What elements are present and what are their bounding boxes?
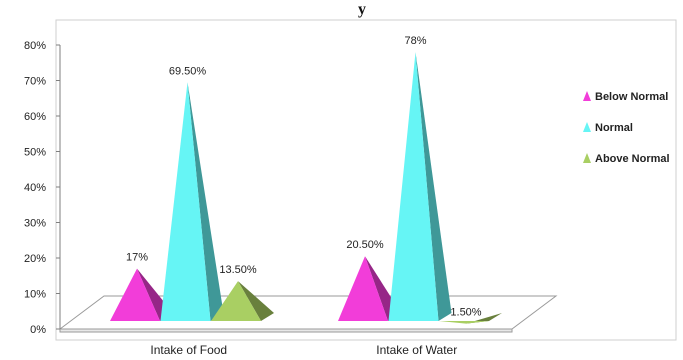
pyramid-front-face — [211, 281, 261, 321]
data-label: 13.50% — [219, 264, 257, 276]
data-marks — [110, 52, 502, 324]
legend-label: Below Normal — [595, 91, 668, 103]
data-labels: 17% 69.50% 13.50% 20.50% 78% 1.50% — [126, 35, 482, 319]
y-tick-label: 80% — [24, 40, 46, 52]
floor-front — [59, 328, 513, 333]
x-axis-categories: Intake of Food Intake of Water — [150, 343, 457, 357]
pyramid-side-face — [238, 281, 274, 321]
y-tick-label: 50% — [24, 147, 46, 159]
legend: Below Normal Normal Above Normal — [583, 91, 670, 165]
y-tick-label: 40% — [24, 182, 46, 194]
data-label: 78% — [404, 35, 426, 47]
pyramid-bar — [160, 82, 224, 322]
plot-frame — [55, 19, 677, 341]
pyramid-bar — [439, 313, 502, 324]
pyramid-front-face — [338, 256, 388, 321]
data-label: 20.50% — [346, 239, 384, 251]
pyramid-bar — [211, 281, 274, 321]
pyramid-front-face — [160, 82, 211, 322]
data-label: 17% — [126, 252, 148, 264]
y-axis: 0% 10% 20% 30% 40% 50% 60% 70% 80% — [24, 40, 61, 336]
pyramid-side-face — [466, 313, 502, 324]
category-label: Intake of Food — [150, 343, 227, 357]
pyramid-side-face — [187, 82, 224, 322]
y-tick-label: 0% — [30, 324, 46, 336]
category-label: Intake of Water — [376, 343, 457, 357]
data-label: 1.50% — [450, 307, 481, 319]
pyramid-bar — [388, 52, 452, 321]
pyramid-front-face — [439, 321, 489, 324]
y-tick-label: 60% — [24, 111, 46, 123]
legend-label: Normal — [595, 122, 633, 134]
chart-title-fragment: y — [358, 1, 366, 18]
data-label: 69.50% — [169, 65, 207, 77]
legend-swatch — [583, 122, 591, 132]
legend-swatch — [583, 91, 591, 101]
legend-label: Above Normal — [595, 153, 670, 165]
y-tick-label: 20% — [24, 253, 46, 265]
y-tick-label: 30% — [24, 218, 46, 230]
y-tick-label: 70% — [24, 76, 46, 88]
pyramid-side-face — [415, 52, 452, 321]
pyramid-front-face — [110, 268, 160, 321]
y-tick-label: 10% — [24, 289, 46, 301]
legend-swatch — [583, 153, 591, 163]
pyramid-front-face — [388, 52, 439, 321]
